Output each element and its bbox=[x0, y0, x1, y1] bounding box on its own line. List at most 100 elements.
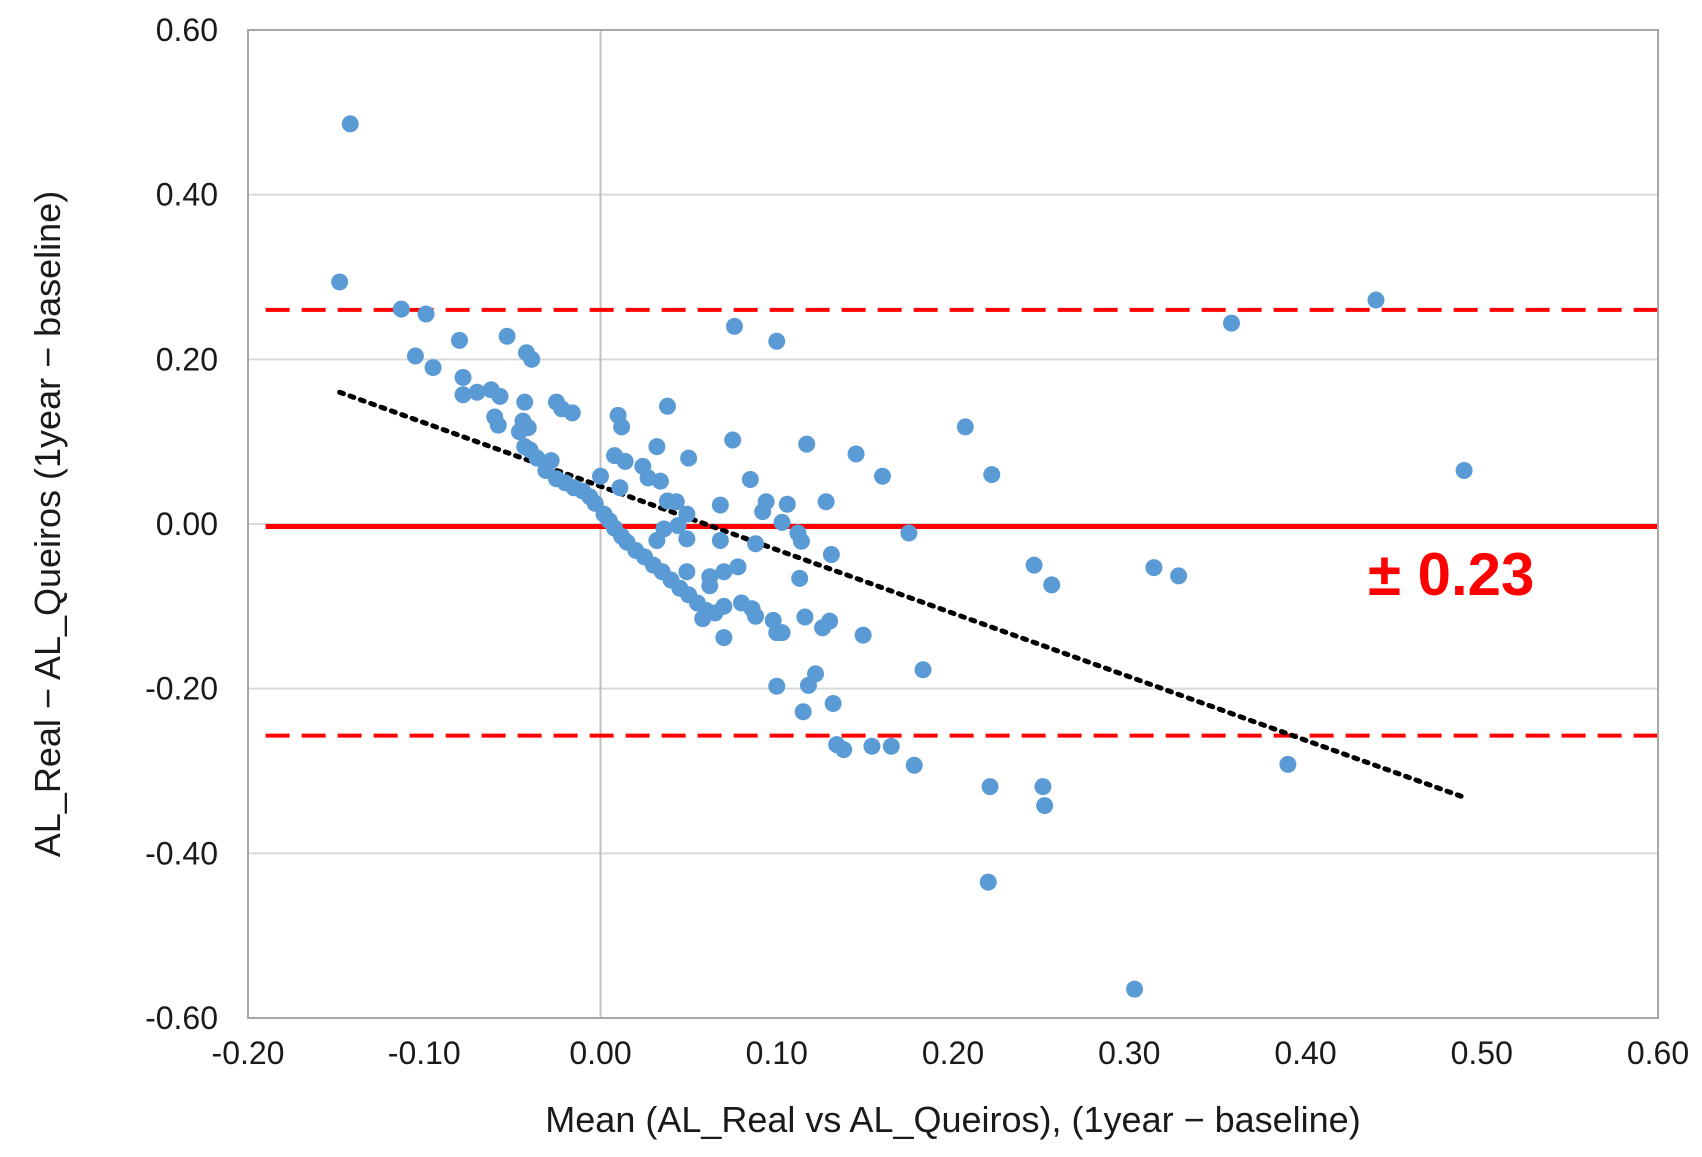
data-point bbox=[1222, 314, 1240, 332]
data-point bbox=[835, 741, 853, 759]
data-point bbox=[768, 677, 786, 695]
limits-annotation: ± 0.23 bbox=[1368, 541, 1534, 608]
data-point bbox=[905, 756, 923, 774]
data-point bbox=[747, 607, 765, 625]
data-point bbox=[724, 431, 742, 449]
data-point bbox=[489, 416, 507, 434]
data-point bbox=[747, 535, 765, 553]
x-tick-label: 0.60 bbox=[1627, 1035, 1689, 1071]
data-point bbox=[454, 386, 472, 404]
data-point bbox=[792, 532, 810, 550]
data-point bbox=[651, 472, 669, 490]
regression-trend-line bbox=[337, 389, 1467, 800]
data-point bbox=[847, 445, 865, 463]
data-point bbox=[613, 418, 631, 436]
data-point bbox=[1043, 576, 1061, 594]
data-point bbox=[773, 624, 791, 642]
data-point bbox=[854, 626, 872, 644]
data-point bbox=[914, 661, 932, 679]
y-tick-label: 0.20 bbox=[156, 341, 218, 377]
data-point bbox=[451, 331, 468, 349]
data-point bbox=[824, 694, 842, 712]
data-point bbox=[1145, 559, 1163, 577]
y-tick-label: 0.60 bbox=[156, 12, 218, 48]
data-point bbox=[773, 513, 791, 531]
data-point bbox=[725, 317, 743, 335]
data-point bbox=[669, 517, 687, 535]
data-point bbox=[715, 597, 733, 615]
data-point bbox=[516, 393, 534, 411]
data-point bbox=[1279, 755, 1297, 773]
data-point bbox=[491, 387, 509, 405]
tick-labels: 0.600.400.200.00-0.20-0.40-0.60-0.20 -0.1… bbox=[145, 12, 1689, 1071]
x-tick-label: 0.30 bbox=[1098, 1035, 1160, 1071]
y-axis-title: AL_Real − AL_Queiros (1year − baseline) bbox=[27, 191, 68, 857]
data-point bbox=[468, 383, 486, 401]
data-point bbox=[715, 629, 733, 647]
data-point bbox=[701, 577, 719, 595]
x-tick-label: 0.00 bbox=[569, 1035, 631, 1071]
data-point bbox=[807, 665, 825, 683]
data-point bbox=[768, 332, 786, 350]
data-point bbox=[822, 545, 840, 563]
y-tick-label: -0.40 bbox=[145, 835, 218, 871]
data-point bbox=[754, 503, 772, 521]
data-point bbox=[796, 608, 814, 626]
data-point bbox=[983, 466, 1001, 484]
data-point bbox=[981, 778, 999, 796]
data-point bbox=[392, 300, 410, 318]
data-point bbox=[1025, 556, 1043, 574]
y-tick-label: 0.40 bbox=[156, 177, 218, 213]
x-tick-label: 0.40 bbox=[1274, 1035, 1336, 1071]
data-point bbox=[648, 438, 666, 456]
data-point bbox=[592, 467, 609, 485]
data-point bbox=[678, 530, 696, 548]
data-point bbox=[882, 737, 900, 755]
data-point bbox=[821, 612, 839, 630]
data-point bbox=[523, 350, 541, 368]
data-point bbox=[616, 452, 634, 470]
data-point bbox=[778, 495, 796, 513]
data-point bbox=[1036, 797, 1054, 815]
data-point bbox=[794, 703, 812, 721]
data-point bbox=[516, 438, 534, 456]
data-point bbox=[498, 327, 516, 345]
x-tick-label: -0.10 bbox=[388, 1035, 461, 1071]
data-point bbox=[611, 479, 629, 497]
data-point bbox=[874, 467, 891, 485]
x-axis-title: Mean (AL_Real vs AL_Queiros), (1year − b… bbox=[545, 1099, 1360, 1140]
x-tick-label: 0.50 bbox=[1451, 1035, 1513, 1071]
data-point bbox=[1034, 778, 1052, 796]
data-point bbox=[956, 418, 974, 436]
data-point bbox=[711, 496, 729, 514]
data-point bbox=[678, 505, 696, 523]
plot-border bbox=[247, 29, 1659, 1019]
data-point bbox=[863, 737, 881, 755]
data-point bbox=[680, 449, 698, 467]
data-point bbox=[711, 531, 729, 549]
data-point bbox=[900, 524, 918, 542]
data-point bbox=[1367, 291, 1385, 309]
data-point bbox=[417, 305, 435, 323]
data-point bbox=[979, 873, 997, 891]
data-point bbox=[510, 423, 528, 441]
data-point bbox=[648, 531, 666, 549]
data-point bbox=[791, 569, 809, 587]
x-tick-label: 0.10 bbox=[746, 1035, 808, 1071]
data-point bbox=[331, 273, 349, 291]
data-point bbox=[715, 563, 733, 581]
y-tick-label: -0.20 bbox=[145, 671, 218, 707]
data-point bbox=[424, 359, 442, 377]
data-point bbox=[729, 558, 747, 576]
y-tick-label: 0.00 bbox=[156, 506, 218, 542]
x-tick-label: -0.20 bbox=[212, 1035, 285, 1071]
data-point bbox=[1170, 567, 1188, 585]
x-tick-label: 0.20 bbox=[922, 1035, 984, 1071]
data-point bbox=[658, 397, 676, 415]
data-points bbox=[331, 115, 1473, 998]
y-tick-label: -0.60 bbox=[145, 1000, 218, 1036]
data-point bbox=[678, 563, 696, 581]
data-point bbox=[563, 404, 581, 422]
